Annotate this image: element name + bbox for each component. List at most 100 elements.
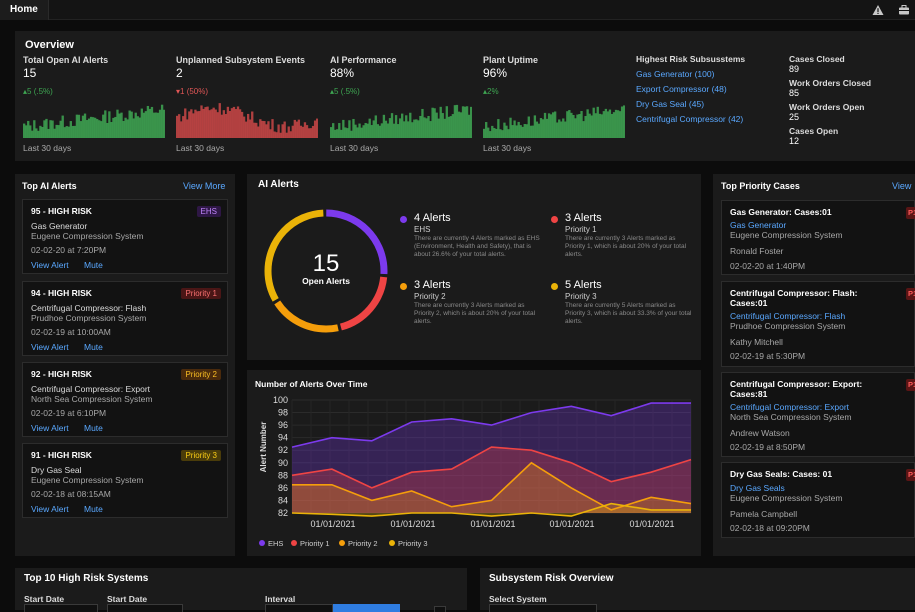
sparkline-bar bbox=[184, 108, 187, 138]
interval-option-selected[interactable] bbox=[333, 604, 400, 612]
sparkline-bar bbox=[469, 106, 472, 138]
mute-link[interactable]: Mute bbox=[84, 423, 103, 433]
sparkline-bar bbox=[398, 118, 402, 138]
sparkline-bar bbox=[85, 120, 89, 138]
sparkline-bar bbox=[417, 120, 420, 138]
overview-title: Overview bbox=[25, 39, 74, 51]
view-cases-link[interactable]: View bbox=[892, 181, 912, 191]
risk-subsystem-link[interactable]: Dry Gas Seal (45) bbox=[636, 99, 705, 109]
case-card[interactable]: Dry Gas Seals: Cases: 01 P1 Dry Gas Seal… bbox=[721, 462, 915, 538]
sparkline-bar bbox=[25, 125, 28, 138]
sparkline-bar bbox=[265, 124, 268, 138]
sparkline-bar bbox=[23, 123, 26, 138]
risk-subsystems-title: Highest Risk Subsusstems bbox=[636, 54, 746, 64]
sparkline-bar bbox=[89, 116, 93, 138]
start-date-input[interactable] bbox=[107, 604, 183, 612]
sparkline-bar bbox=[403, 121, 406, 138]
mute-link[interactable]: Mute bbox=[84, 342, 103, 352]
donut-segment-priority-3 bbox=[264, 209, 388, 333]
sparkline-bar bbox=[204, 107, 207, 138]
legend-label: Priority 1 bbox=[300, 539, 330, 548]
sparkline-bar bbox=[291, 125, 294, 138]
sparkline-bar bbox=[150, 106, 154, 138]
series-area-priority-2 bbox=[292, 462, 691, 513]
case-subsystem-link[interactable]: Gas Generator bbox=[730, 220, 787, 230]
top-ai-alerts-title: Top AI Alerts bbox=[22, 181, 77, 191]
mute-link[interactable]: Mute bbox=[84, 260, 103, 270]
sparkline-bar bbox=[206, 106, 209, 138]
alert-count: 4 Alerts bbox=[414, 212, 451, 224]
sparkline-bar bbox=[162, 109, 165, 138]
alert-card[interactable]: 92 - HIGH RISK Priority 2 Centrifugal Co… bbox=[22, 362, 228, 437]
sparkline-bar bbox=[200, 105, 203, 138]
case-subsystem-link[interactable]: Centrifugal Compressor: Flash bbox=[730, 311, 846, 321]
sparkline-bar bbox=[130, 111, 133, 138]
mute-link[interactable]: Mute bbox=[84, 504, 103, 514]
sparkline-bar bbox=[465, 106, 469, 138]
alert-card[interactable]: 95 - HIGH RISK EHS Gas Generator Eugene … bbox=[22, 199, 228, 274]
interval-option[interactable] bbox=[265, 604, 333, 612]
sparkline-bar bbox=[311, 125, 315, 138]
sparkline-bar bbox=[336, 129, 339, 138]
sparkline-bar bbox=[180, 121, 183, 138]
sparkline-bar bbox=[495, 128, 498, 138]
sparkline-bar bbox=[156, 112, 160, 138]
home-tab[interactable]: Home bbox=[0, 0, 49, 20]
case-subsystem-link[interactable]: Dry Gas Seals bbox=[730, 483, 785, 493]
briefcase-icon[interactable] bbox=[898, 4, 910, 16]
sparkline-bar bbox=[160, 104, 164, 138]
alert-card[interactable]: 91 - HIGH RISK Priority 3 Dry Gas Seal E… bbox=[22, 443, 228, 518]
metric-delta-text: 5 (.5%) bbox=[334, 87, 360, 96]
sparkline-bar bbox=[415, 119, 418, 138]
alert-description: There are currently 3 Alerts marked as P… bbox=[414, 302, 536, 325]
sparkline-bar bbox=[554, 111, 557, 138]
sparkline-bar bbox=[67, 126, 70, 138]
interval-label: Interval bbox=[265, 594, 296, 604]
metric-label: AI Performance bbox=[330, 55, 397, 65]
sparkline-bar bbox=[378, 125, 382, 138]
interval-checkbox[interactable] bbox=[434, 606, 446, 612]
risk-subsystem-link[interactable]: Centrifugal Compressor (42) bbox=[636, 114, 744, 124]
sparkline-bar bbox=[419, 115, 422, 138]
sparkline-bar bbox=[582, 121, 585, 138]
sparkline-bar bbox=[362, 125, 365, 138]
view-more-link[interactable]: View More bbox=[183, 181, 226, 191]
alerts-donut-chart: 15 Open Alerts bbox=[264, 209, 388, 333]
view-alert-link[interactable]: View Alert bbox=[31, 423, 69, 433]
series-line-priority-3 bbox=[291, 502, 691, 517]
view-alert-link[interactable]: View Alert bbox=[31, 504, 69, 514]
sparkline-bar bbox=[543, 112, 547, 138]
x-tick-label: 01/01/2021 bbox=[310, 519, 355, 529]
sparkline-bar bbox=[332, 123, 335, 138]
alert-card[interactable]: 94 - HIGH RISK Priority 1 Centrifugal Co… bbox=[22, 281, 228, 356]
start-date-input[interactable] bbox=[24, 604, 98, 612]
case-card[interactable]: Centrifugal Compressor: Flash: Cases:01 … bbox=[721, 281, 915, 367]
select-system-dropdown[interactable] bbox=[489, 604, 597, 612]
risk-subsystem-link[interactable]: Gas Generator (100) bbox=[636, 69, 715, 79]
sparkline-bar bbox=[580, 111, 583, 138]
sparkline-bar bbox=[455, 104, 459, 138]
sparkline-bar bbox=[136, 116, 139, 138]
sparkline-bar bbox=[142, 112, 146, 138]
sparkline-bar bbox=[433, 108, 436, 138]
sparkline-bar bbox=[196, 111, 199, 138]
sparkline-bar bbox=[568, 110, 571, 138]
case-card[interactable]: Centrifugal Compressor: Export: Cases:81… bbox=[721, 372, 915, 457]
risk-subsystem-link[interactable]: Export Compressor (48) bbox=[636, 84, 727, 94]
warning-icon[interactable] bbox=[872, 4, 884, 16]
sparkline-bar bbox=[106, 122, 109, 138]
sparkline-bar bbox=[232, 106, 236, 138]
case-card[interactable]: Gas Generator: Cases:01 P1 Gas Generator… bbox=[721, 200, 915, 275]
case-subsystem-link[interactable]: Centrifugal Compressor: Export bbox=[730, 402, 850, 412]
sparkline-bar bbox=[289, 131, 292, 138]
ehs-dot-icon bbox=[400, 216, 407, 223]
sparkline-bar bbox=[244, 121, 248, 138]
case-title: Centrifugal Compressor: Flash: Cases:01 bbox=[730, 288, 858, 308]
view-alert-link[interactable]: View Alert bbox=[31, 260, 69, 270]
y-tick-label: 94 bbox=[278, 433, 288, 443]
view-alert-link[interactable]: View Alert bbox=[31, 342, 69, 352]
sparkline-bar bbox=[405, 115, 408, 138]
subsystem-risk-panel bbox=[480, 568, 915, 610]
priority-2-dot-icon bbox=[400, 283, 407, 290]
top-high-risk-panel bbox=[15, 568, 467, 610]
